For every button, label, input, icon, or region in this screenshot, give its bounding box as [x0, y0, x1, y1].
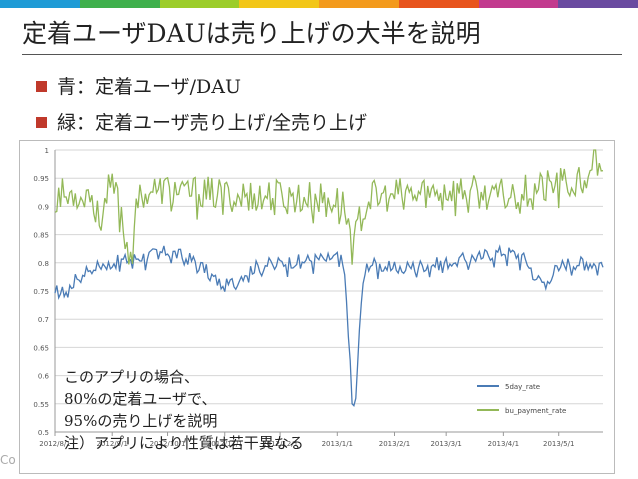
y-tick-label: 0.7	[38, 316, 49, 324]
line-chart-svg: 0.5 0.55 0.6 0.65 0.7 0.75 0.8 0.85 0.9 0.95 1 2012…	[19, 140, 615, 474]
y-tick-label: 1	[45, 147, 49, 155]
accent-bar-segment	[398, 0, 479, 8]
y-tick-label: 0.75	[33, 288, 49, 296]
bullet-text: 緑：定着ユーザ売り上げ/全売り上げ	[57, 112, 368, 134]
y-tick-label: 0.8	[38, 260, 49, 268]
footer-text-fragment: Co	[0, 453, 16, 467]
y-tick-label: 0.6	[38, 373, 50, 381]
x-tick-label: 2013/1/1	[322, 440, 353, 448]
x-tick-label: 2012/9/1	[96, 440, 127, 448]
bullet-square-icon	[36, 117, 47, 128]
legend-label: 5day_rate	[505, 383, 540, 391]
accent-bar-segment	[319, 0, 399, 8]
chart-annotation: このアプリの場合、 80%の定着ユーザで、 95%の売り上げを説明 注）アプリに…	[64, 366, 424, 454]
accent-bar-segment	[79, 0, 160, 8]
x-tick-label: 2012/12/1	[262, 440, 298, 448]
accent-bar-segment	[0, 0, 80, 8]
accent-bar-segment	[159, 0, 240, 8]
annotation-line: 80%の定着ユーザで、	[64, 390, 217, 408]
accent-bar-segment	[558, 0, 638, 8]
bullet-item-green: 緑：定着ユーザ売り上げ/全売り上げ	[36, 108, 636, 138]
y-tick-label: 0.95	[33, 175, 49, 183]
legend-label: bu_payment_rate	[505, 407, 566, 415]
annotation-line: 注）アプリにより性質は若干異なる	[64, 434, 304, 452]
bullet-item-blue: 青：定着ユーザ/DAU	[36, 72, 636, 102]
x-tick-label: 2013/2/1	[379, 440, 410, 448]
accent-bar-segment	[239, 0, 319, 8]
y-tick-label: 0.5	[38, 429, 49, 437]
accent-bar-segment	[478, 0, 559, 8]
x-tick-label: 2012/10/1	[150, 440, 186, 448]
bullet-text: 青：定着ユーザ/DAU	[57, 76, 241, 98]
slide-title: 定着ユーザDAUは売り上げの大半を説明	[22, 19, 481, 48]
line-chart: 0.5 0.55 0.6 0.65 0.7 0.75 0.8 0.85 0.9 0.95 1 2012…	[19, 140, 615, 474]
annotation-line: 95%の売り上げを説明	[64, 412, 218, 430]
x-tick-label: 2012/8/1	[39, 440, 70, 448]
y-tick-label: 0.55	[33, 401, 49, 409]
y-tick-label: 0.65	[33, 344, 49, 352]
annotation-line: このアプリの場合、	[64, 368, 200, 386]
y-tick-label: 0.9	[38, 203, 49, 211]
series-line-5day_rate	[54, 244, 604, 408]
bullet-square-icon	[36, 81, 47, 92]
y-tick-label: 0.85	[33, 232, 49, 240]
x-tick-label: 2013/5/1	[543, 440, 574, 448]
series-line-bu_payment_rate	[54, 149, 604, 265]
title-underline	[22, 54, 622, 55]
x-tick-label: 2013/3/1	[430, 440, 461, 448]
x-tick-label: 2012/11/1	[207, 440, 243, 448]
x-tick-label: 2013/4/1	[488, 440, 519, 448]
accent-color-bar	[0, 0, 638, 8]
